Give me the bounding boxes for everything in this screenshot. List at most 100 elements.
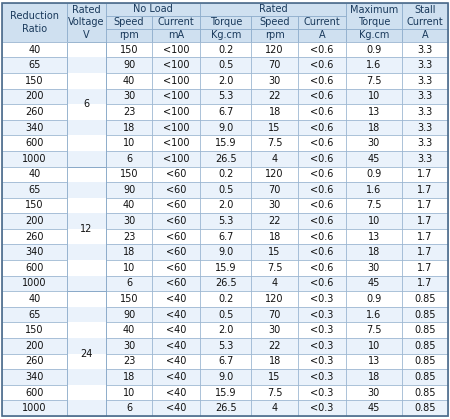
Text: 70: 70 [268, 185, 281, 195]
Text: 150: 150 [25, 76, 44, 86]
Bar [402, 401, 448, 416]
Bar [298, 135, 346, 151]
Bar [106, 276, 152, 291]
Bar [152, 229, 200, 244]
Bar [152, 307, 200, 323]
Bar [252, 88, 298, 104]
Text: 0.9: 0.9 [366, 294, 382, 304]
Bar [152, 151, 200, 166]
Text: 3.3: 3.3 [417, 122, 432, 132]
Bar [346, 229, 402, 244]
Bar [346, 57, 402, 73]
Text: <0.3: <0.3 [310, 372, 333, 382]
Text: <40: <40 [166, 372, 186, 382]
Bar [152, 198, 200, 213]
Bar [152, 244, 200, 260]
Text: <0.6: <0.6 [310, 247, 333, 257]
Text: 4: 4 [271, 279, 278, 288]
Text: 3.3: 3.3 [417, 44, 432, 54]
Bar [200, 291, 252, 307]
Bar [346, 151, 402, 166]
Text: <40: <40 [166, 357, 186, 367]
Bar [346, 401, 402, 416]
Text: <100: <100 [163, 76, 189, 86]
Text: 260: 260 [25, 357, 44, 367]
Bar [67, 307, 106, 323]
Text: 40: 40 [28, 294, 40, 304]
Bar [252, 16, 298, 29]
Text: 12: 12 [80, 224, 93, 234]
Text: 26.5: 26.5 [215, 403, 237, 413]
Text: 30: 30 [123, 341, 135, 351]
Bar [106, 57, 152, 73]
Text: <100: <100 [163, 91, 189, 101]
Bar [67, 291, 106, 307]
Text: 1.7: 1.7 [417, 185, 432, 195]
Text: <0.6: <0.6 [310, 122, 333, 132]
Text: 30: 30 [269, 325, 281, 335]
Bar [2, 135, 67, 151]
Text: <60: <60 [166, 169, 186, 179]
Bar [402, 244, 448, 260]
Bar [252, 307, 298, 323]
Bar [106, 369, 152, 385]
Bar [346, 385, 402, 401]
Text: <100: <100 [163, 154, 189, 164]
Bar [200, 229, 252, 244]
Text: <0.3: <0.3 [310, 294, 333, 304]
Bar [200, 198, 252, 213]
Text: <60: <60 [166, 279, 186, 288]
Text: 30: 30 [269, 201, 281, 210]
Bar [346, 3, 402, 29]
Text: 3.3: 3.3 [417, 138, 432, 148]
Bar [346, 73, 402, 88]
Bar [252, 73, 298, 88]
Bar [106, 151, 152, 166]
Bar [106, 182, 152, 198]
Bar [402, 88, 448, 104]
Bar [106, 198, 152, 213]
Text: Maximum
Torque: Maximum Torque [350, 5, 398, 27]
Bar [298, 120, 346, 135]
Bar [106, 73, 152, 88]
Text: 10: 10 [368, 216, 380, 226]
Bar [402, 369, 448, 385]
Bar [106, 401, 152, 416]
Text: 40: 40 [123, 76, 135, 86]
Bar [152, 135, 200, 151]
Bar [252, 120, 298, 135]
Bar [298, 323, 346, 338]
Bar [200, 385, 252, 401]
Text: 7.5: 7.5 [366, 76, 382, 86]
Bar [106, 135, 152, 151]
Bar [252, 354, 298, 369]
Bar [346, 338, 402, 354]
Text: <100: <100 [163, 107, 189, 117]
Bar [106, 354, 152, 369]
Bar [346, 135, 402, 151]
Bar [252, 166, 298, 182]
Text: <0.3: <0.3 [310, 341, 333, 351]
Bar [346, 276, 402, 291]
Bar [402, 338, 448, 354]
Text: A: A [319, 30, 325, 40]
Bar [346, 354, 402, 369]
Bar [252, 401, 298, 416]
Text: 26.5: 26.5 [215, 279, 237, 288]
Bar [200, 57, 252, 73]
Text: 90: 90 [123, 310, 135, 320]
Bar [152, 260, 200, 276]
Text: 18: 18 [368, 122, 380, 132]
Text: 40: 40 [123, 325, 135, 335]
Bar [298, 291, 346, 307]
Text: 6: 6 [126, 279, 132, 288]
Text: 120: 120 [266, 44, 284, 54]
Bar [200, 104, 252, 120]
Text: <60: <60 [166, 216, 186, 226]
Bar [252, 338, 298, 354]
Text: 30: 30 [269, 76, 281, 86]
Bar [252, 369, 298, 385]
Text: 0.85: 0.85 [414, 403, 436, 413]
Text: 0.9: 0.9 [366, 169, 382, 179]
Text: <100: <100 [163, 44, 189, 54]
